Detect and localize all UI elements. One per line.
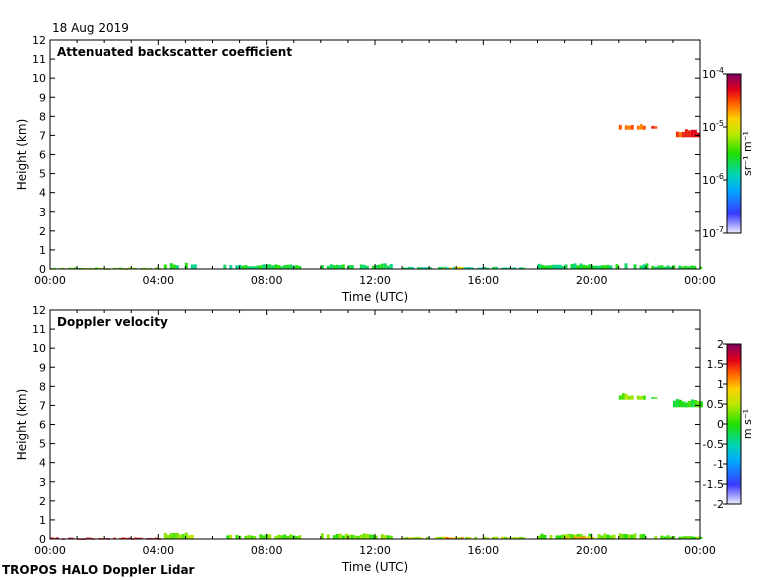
feature-7 xyxy=(564,536,595,539)
colorbar-tick-label: 2 xyxy=(717,338,724,351)
data-features xyxy=(50,124,703,270)
y-tick-label: 6 xyxy=(39,149,46,162)
colorbar-tick-label: 10-5 xyxy=(702,119,724,134)
feature-10 xyxy=(651,397,658,399)
x-tick-label: 16:00 xyxy=(467,274,499,287)
feature-9 xyxy=(618,393,646,400)
feature-8 xyxy=(654,535,703,539)
x-tick-label: 20:00 xyxy=(576,544,608,557)
colorbar: 2 1.5 1 0.5 0 -0.5 -1 -1.5 -2 m s⁻¹ xyxy=(703,338,754,511)
x-tick-label: 12:00 xyxy=(359,274,391,287)
x-tick-label: 16:00 xyxy=(467,544,499,557)
x-tick-label: 00:00 xyxy=(684,544,716,557)
x-tick-label: 20:00 xyxy=(576,274,608,287)
panel-title: Attenuated backscatter coefficient xyxy=(57,45,292,59)
feature-2 xyxy=(226,534,302,539)
feature-4 xyxy=(402,266,526,270)
y-tick-label: 3 xyxy=(39,206,46,219)
feature-7 xyxy=(651,265,703,269)
colorbar: 10-4 10-5 10-6 10-7 sr⁻¹ m⁻¹ xyxy=(702,66,754,240)
plot-frame xyxy=(49,309,701,540)
y-tick-label: 8 xyxy=(39,110,46,123)
data-features xyxy=(50,393,703,540)
colorbar-tick-label: 1 xyxy=(717,378,724,391)
feature-3 xyxy=(320,533,393,539)
colorbar-tick-label: -0.5 xyxy=(703,438,724,451)
y-tick-label: 7 xyxy=(39,399,46,412)
y-tick-label: 8 xyxy=(39,380,46,393)
x-tick-label: 00:00 xyxy=(34,544,66,557)
y-tick-label: 12 xyxy=(32,304,46,317)
feature-6 xyxy=(537,533,646,539)
colorbar-tick-label: 1.5 xyxy=(707,358,725,371)
y-tick-label: 7 xyxy=(39,129,46,142)
y-axis-label: Height (km) xyxy=(15,389,29,460)
colorbar-tick-label: -1.5 xyxy=(703,478,724,491)
y-tick-label: 0 xyxy=(39,263,46,276)
panel-title: Doppler velocity xyxy=(57,315,168,329)
colorbar-tick-label: 10-7 xyxy=(702,225,724,240)
colorbar-unit-label: m s⁻¹ xyxy=(741,409,754,439)
x-tick-label: 04:00 xyxy=(142,274,174,287)
colorbar-tick-label: 10-6 xyxy=(702,172,724,187)
y-tick-label: 0 xyxy=(39,533,46,546)
feature-9 xyxy=(651,125,658,129)
y-tick-label: 11 xyxy=(32,323,46,336)
x-tick-label: 04:00 xyxy=(142,544,174,557)
x-tick-label: 12:00 xyxy=(359,544,391,557)
colorbar-tick-label: 0 xyxy=(717,418,724,431)
y-tick-label: 6 xyxy=(39,419,46,432)
y-tick-label: 12 xyxy=(32,34,46,47)
x-tick-label: 08:00 xyxy=(251,274,283,287)
y-tick-label: 10 xyxy=(32,342,46,355)
y-tick-label: 2 xyxy=(39,495,46,508)
feature-6 xyxy=(537,263,649,269)
feature-1 xyxy=(163,262,197,269)
y-tick-label: 4 xyxy=(39,187,46,200)
y-tick-label: 2 xyxy=(39,225,46,238)
colorbar-tick-label: -1 xyxy=(713,458,724,471)
y-tick-label: 3 xyxy=(39,476,46,489)
feature-8 xyxy=(618,124,646,130)
date-label: 18 Aug 2019 xyxy=(52,21,129,35)
feature-2 xyxy=(223,264,302,269)
y-tick-label: 5 xyxy=(39,438,46,451)
colorbar-unit-label: sr⁻¹ m⁻¹ xyxy=(741,131,754,176)
feature-1 xyxy=(163,532,194,539)
y-tick-label: 9 xyxy=(39,361,46,374)
x-tick-label: 00:00 xyxy=(684,274,716,287)
y-tick-label: 4 xyxy=(39,457,46,470)
colorbar-tick-label: 0.5 xyxy=(707,398,725,411)
feature-11 xyxy=(672,399,703,408)
colorbar-gradient xyxy=(726,343,742,505)
y-tick-label: 9 xyxy=(39,91,46,104)
y-tick-label: 11 xyxy=(32,53,46,66)
x-tick-label: 00:00 xyxy=(34,274,66,287)
colorbar-tick-label: 10-4 xyxy=(702,66,724,81)
x-axis-label: Time (UTC) xyxy=(341,560,408,574)
y-tick-label: 10 xyxy=(32,72,46,85)
y-tick-label: 1 xyxy=(39,244,46,257)
feature-3 xyxy=(320,263,393,269)
y-tick-label: 1 xyxy=(39,514,46,527)
x-axis-label: Time (UTC) xyxy=(341,290,408,304)
feature-10 xyxy=(675,129,700,138)
colorbar-tick-label: -2 xyxy=(713,498,724,511)
colorbar-gradient xyxy=(726,73,742,234)
footer-label: TROPOS HALO Doppler Lidar xyxy=(2,563,195,577)
x-tick-label: 08:00 xyxy=(251,544,283,557)
plot-frame xyxy=(49,39,701,270)
y-axis-label: Height (km) xyxy=(15,119,29,190)
y-tick-label: 5 xyxy=(39,168,46,181)
